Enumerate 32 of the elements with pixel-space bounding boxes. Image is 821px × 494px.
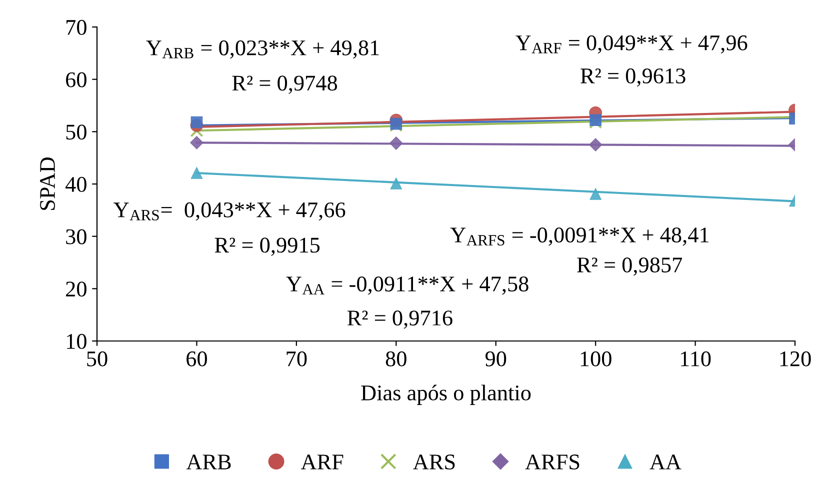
y-tick-label: 40	[65, 176, 86, 192]
annotation: Y$_{ARFS}$ = -0,0091**X + 48,41	[450, 228, 709, 246]
annotation: R² = 0,9748	[232, 76, 338, 94]
annotation: Y$_{ARF}$ = 0,049**X + 47,96	[516, 35, 748, 54]
y-tick-label: 30	[66, 229, 86, 244]
x-tick-label: 80	[386, 351, 406, 366]
y-tick-label: 10	[67, 334, 86, 349]
y-tick-label: 50	[66, 124, 86, 140]
legend-label: AA	[650, 454, 682, 470]
annotation: R² = 0,9613	[580, 68, 686, 87]
x-axis-title: Dias após o plantio	[361, 384, 531, 405]
x-tick-label: 120	[780, 351, 811, 366]
x-tick-label: 50	[87, 351, 108, 366]
x-tick-label: 90	[485, 351, 506, 366]
annotation: Y$_{ARS}$= 0,043**X + 47,66	[114, 202, 346, 221]
y-axis-title: SPAD	[40, 157, 55, 210]
x-tick-label: 70	[286, 351, 307, 366]
legend-label: ARB	[186, 454, 231, 470]
y-tick-label: 70	[66, 20, 86, 35]
legend-label: ARS	[413, 454, 455, 470]
legend-label: ARFS	[525, 454, 580, 470]
y-tick-label: 60	[66, 72, 86, 88]
x-tick-label: 100	[580, 351, 612, 366]
annotation: R² = 0,9716	[347, 310, 452, 329]
x-tick-label: 110	[680, 351, 711, 366]
annotation: Y$_{ARB}$ = 0,023**X + 49,81	[146, 40, 379, 59]
annotation: Y$_{AA}$ = -0,0911**X + 47,58	[286, 276, 528, 295]
legend-label: ARF	[300, 454, 344, 470]
annotation: R² = 0,9857	[577, 257, 682, 276]
x-tick-label: 60	[186, 351, 207, 366]
y-tick-label: 20	[66, 282, 86, 297]
annotation: R² = 0,9915	[214, 238, 320, 256]
